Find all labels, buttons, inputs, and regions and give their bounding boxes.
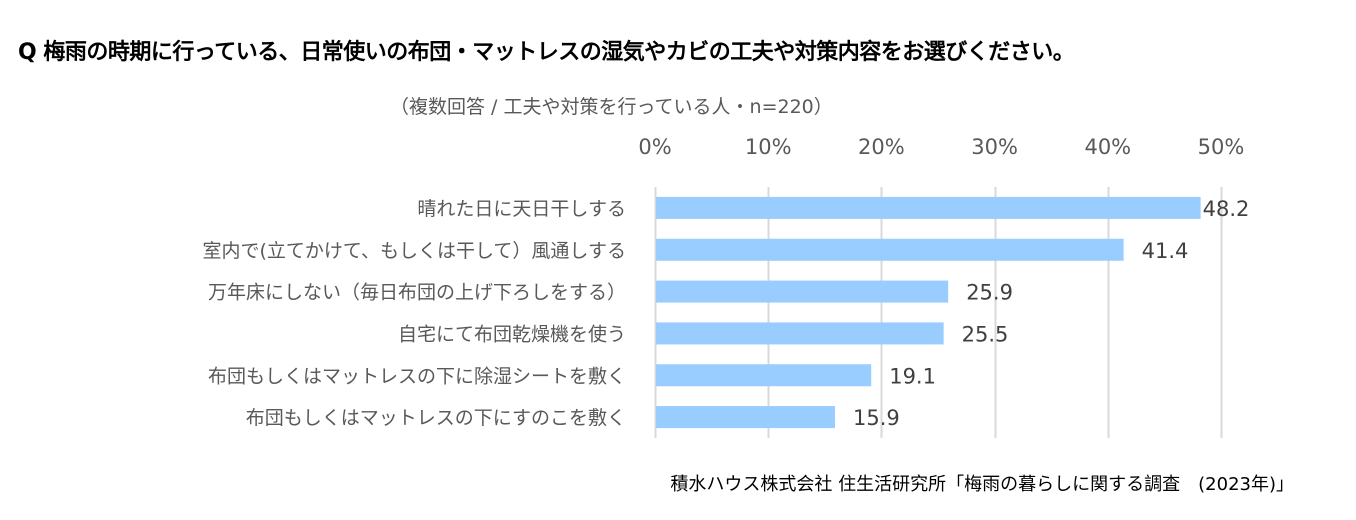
- data-labels: 48.2 41.4 25.9 25.5 19.1 15.9: [853, 197, 1249, 430]
- x-tick-label: 20%: [858, 135, 905, 159]
- data-label: 19.1: [889, 364, 936, 388]
- data-label: 48.2: [1203, 197, 1250, 221]
- source-note: 積水ハウス株式会社 住生活研究所「梅雨の暮らしに関する調査 (2023年)」: [670, 474, 1294, 495]
- category-label: 布団もしくはマットレスの下に除湿シートを敷く: [208, 365, 626, 387]
- bar: [656, 364, 872, 387]
- x-tick-label: 50%: [1198, 135, 1245, 159]
- category-label: 万年床にしない（毎日布団の上げ下ろしをする）: [208, 282, 626, 304]
- category-label: 室内で(立てかけて、もしくは干して）風通しする: [202, 240, 626, 262]
- x-tick-label: 30%: [971, 135, 1018, 159]
- gridlines: [654, 187, 1223, 438]
- data-label: 15.9: [853, 406, 900, 430]
- x-axis-ticks: 0% 10% 20% 30% 40% 50%: [638, 135, 1244, 159]
- bar: [656, 406, 835, 429]
- chart-subtitle: （複数回答 / 工夫や対策を行っている人・n=220）: [390, 96, 833, 118]
- category-labels: 晴れた日に天日干しする室内で(立てかけて、もしくは干して）風通しする万年床にしな…: [202, 198, 626, 429]
- bar: [656, 322, 944, 345]
- data-label: 41.4: [1142, 239, 1189, 263]
- category-label: 布団もしくはマットレスの下にすのこを敷く: [246, 407, 626, 429]
- data-label: 25.9: [966, 281, 1013, 305]
- x-tick-label: 40%: [1084, 135, 1131, 159]
- category-label: 晴れた日に天日干しする: [417, 198, 626, 220]
- bar: [656, 238, 1124, 261]
- x-tick-label: 10%: [745, 135, 792, 159]
- category-label: 自宅にて布団乾燥機を使う: [398, 323, 626, 345]
- bar: [656, 196, 1201, 219]
- x-tick-label: 0%: [638, 135, 671, 159]
- data-label: 25.5: [962, 322, 1009, 346]
- bars: [656, 196, 1201, 429]
- bar: [656, 280, 949, 303]
- chart-title: Q 梅雨の時期に行っている、日常使いの布団・マットレスの湿気やカビの工夫や対策内…: [18, 40, 1075, 65]
